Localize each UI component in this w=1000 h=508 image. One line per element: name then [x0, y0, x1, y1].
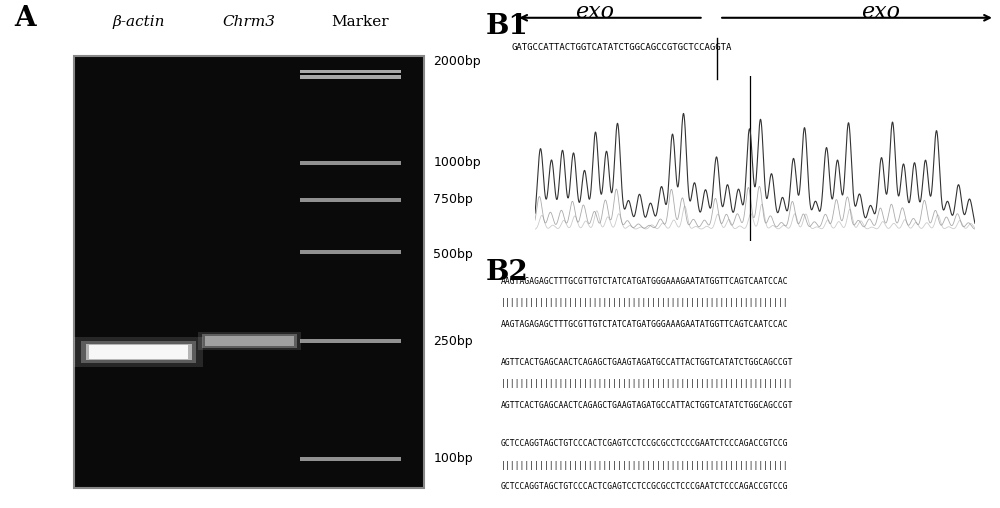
- Text: AAGTAGAGAGCTTTGCGTTGTCTATCATGATGGGAAAGAATATGGTTCAGTCAATCCAC: AAGTAGAGAGCTTTGCGTTGTCTATCATGATGGGAAAGAA…: [501, 277, 788, 286]
- Bar: [300, 339, 401, 343]
- Bar: [198, 332, 301, 350]
- Text: AGTTCACTGAGCAACTCAGAGCTGAAGTAGATGCCATTACTGGTCATATCTGGCAGCCGT: AGTTCACTGAGCAACTCAGAGCTGAAGTAGATGCCATTAC…: [501, 401, 793, 410]
- Bar: [300, 457, 401, 461]
- Bar: [81, 341, 196, 363]
- Text: exo: exo: [861, 1, 900, 23]
- Text: B2: B2: [485, 259, 528, 286]
- Text: B1: B1: [485, 13, 528, 40]
- Text: 2000bp: 2000bp: [433, 55, 481, 68]
- Text: ||||||||||||||||||||||||||||||||||||||||||||||||||||||||||||: ||||||||||||||||||||||||||||||||||||||||…: [501, 379, 793, 389]
- Text: Chrm3: Chrm3: [223, 15, 276, 29]
- Text: 1000bp: 1000bp: [433, 156, 481, 170]
- Text: A: A: [15, 5, 36, 32]
- Bar: [74, 56, 424, 488]
- Text: |||||||||||||||||||||||||||||||||||||||||||||||||||||||||||: ||||||||||||||||||||||||||||||||||||||||…: [501, 298, 788, 307]
- Bar: [202, 334, 297, 347]
- Bar: [300, 70, 401, 73]
- Bar: [300, 198, 401, 202]
- Text: exo: exo: [575, 1, 614, 23]
- Text: Marker: Marker: [331, 15, 388, 29]
- Bar: [300, 161, 401, 165]
- Text: AAGTAGAGAGCTTTGCGTTGTCTATCATGATGGGAAAGAATATGGTTCAGTCAATCCAC: AAGTAGAGAGCTTTGCGTTGTCTATCATGATGGGAAAGAA…: [501, 320, 788, 329]
- Text: |||||||||||||||||||||||||||||||||||||||||||||||||||||||||||: ||||||||||||||||||||||||||||||||||||||||…: [501, 461, 788, 470]
- Text: 100bp: 100bp: [433, 453, 473, 465]
- Text: 500bp: 500bp: [433, 248, 473, 261]
- Text: 250bp: 250bp: [433, 335, 473, 347]
- Text: GCTCCAGGTAGCTGTCCCACTCGAGTCCTCCGCGCCTCCCGAATCTCCCAGACCGTCCG: GCTCCAGGTAGCTGTCCCACTCGAGTCCTCCGCGCCTCCC…: [501, 439, 788, 449]
- Text: GCTCCAGGTAGCTGTCCCACTCGAGTCCTCCGCGCCTCCCGAATCTCCCAGACCGTCCG: GCTCCAGGTAGCTGTCCCACTCGAGTCCTCCGCGCCTCCC…: [501, 482, 788, 491]
- Bar: [86, 343, 192, 360]
- Text: GATGCCATTACTGGTCATATCTGGCAGCCGTGCTCCAGGTA: GATGCCATTACTGGTCATATCTGGCAGCCGTGCTCCAGGT…: [511, 43, 732, 52]
- Bar: [89, 345, 188, 359]
- Bar: [74, 337, 203, 367]
- Text: 750bp: 750bp: [433, 194, 473, 206]
- Text: β-actin: β-actin: [113, 15, 165, 29]
- Bar: [300, 250, 401, 254]
- Bar: [300, 76, 401, 79]
- Bar: [205, 336, 294, 346]
- Text: AGTTCACTGAGCAACTCAGAGCTGAAGTAGATGCCATTACTGGTCATATCTGGCAGCCGT: AGTTCACTGAGCAACTCAGAGCTGAAGTAGATGCCATTAC…: [501, 358, 793, 367]
